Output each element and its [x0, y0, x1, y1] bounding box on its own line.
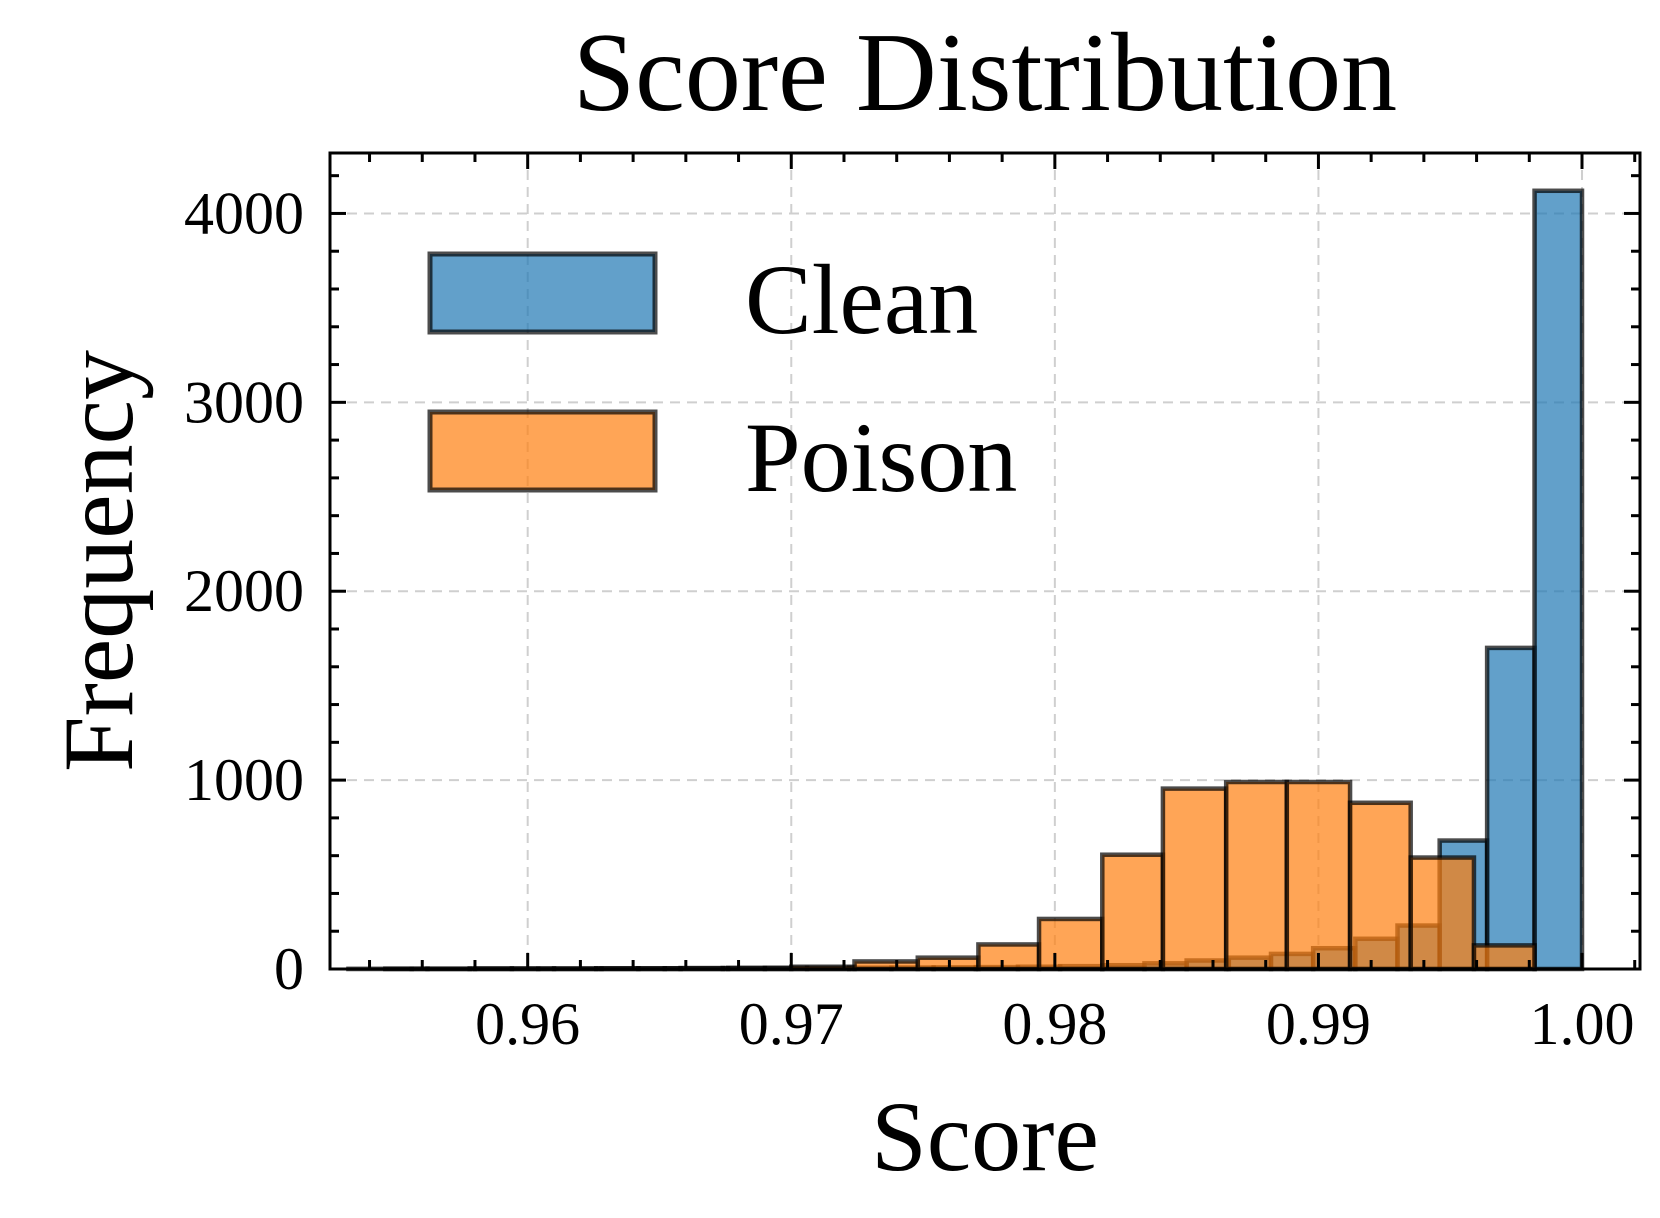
plot-frame — [328, 151, 1642, 971]
y-tick-label: 0 — [274, 936, 304, 1002]
histogram-bar-poison — [976, 942, 1042, 972]
histogram-bar-poison — [1100, 852, 1166, 972]
y-axis-label: Frequency — [43, 350, 154, 772]
x-tick-label: 0.96 — [475, 991, 580, 1057]
y-tick-label: 4000 — [184, 180, 304, 246]
legend-label-clean: Clean — [745, 244, 978, 355]
histogram-bar-poison — [1471, 943, 1537, 972]
legend-swatch-clean — [427, 251, 658, 335]
chart-title: Score Distribution — [573, 11, 1397, 135]
y-tick-label: 3000 — [184, 369, 304, 435]
tick-labels: 0.96 0.97 0.98 0.99 1.00 0 1000 2000 3000 4000 — [184, 180, 1635, 1057]
histogram-bar-poison — [1160, 786, 1229, 972]
x-axis-label: Score — [871, 1081, 1099, 1192]
legend: Clean Poison — [427, 244, 1017, 513]
legend-label-poison: Poison — [745, 402, 1017, 513]
histogram-bar-poison — [1284, 779, 1353, 972]
histogram-bar-poison — [1036, 916, 1105, 972]
x-tick-label: 0.99 — [1266, 991, 1371, 1057]
y-tick-label: 2000 — [184, 558, 304, 624]
x-tick-label: 0.97 — [739, 991, 844, 1057]
x-tick-label: 1.00 — [1530, 991, 1635, 1057]
histogram-bar-poison — [1408, 855, 1477, 972]
histogram-bar-poison — [1347, 800, 1413, 972]
series-poison — [346, 779, 1537, 972]
legend-swatch-poison — [427, 409, 658, 493]
x-tick-label: 0.98 — [1002, 991, 1107, 1057]
histogram-bar-clean — [1484, 645, 1537, 972]
y-tick-label: 1000 — [184, 747, 304, 813]
histogram-bar-clean — [1532, 188, 1585, 972]
histogram-bar-poison — [1223, 779, 1290, 972]
